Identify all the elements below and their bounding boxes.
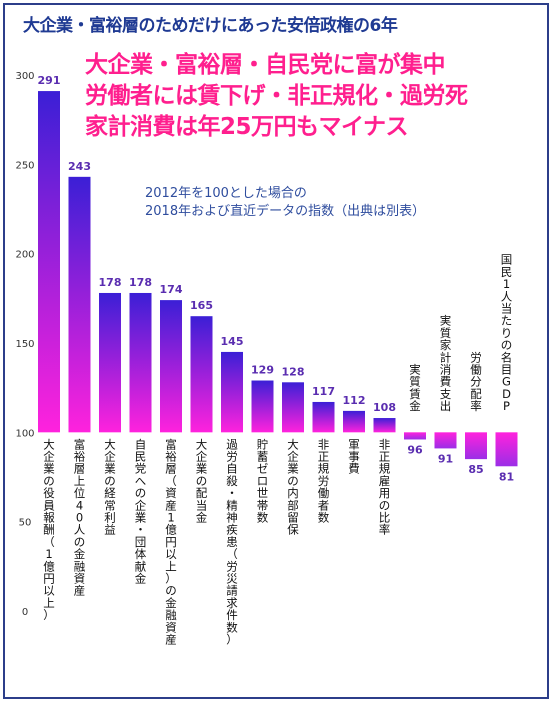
headline-2: 労働者には賃下げ・非正規化・過労死 (85, 83, 468, 109)
value-label-2: 178 (99, 276, 122, 289)
category-label-13: 実質家計消費支出 (440, 314, 452, 413)
category-label-3: 自民党への企業・団体献金 (135, 437, 147, 585)
note-line-1: 2012年を100とした場合の (145, 186, 307, 201)
y-tick-label-2: 100 (15, 428, 34, 439)
bar-3 (129, 292, 152, 433)
bar-1 (68, 176, 91, 433)
value-label-3: 178 (129, 276, 152, 289)
bar-14 (465, 432, 487, 460)
bar-0 (38, 91, 60, 433)
bar-8 (282, 382, 304, 433)
y-tick-label-3: 150 (15, 339, 34, 350)
category-label-8: 大企業の内部留保 (287, 437, 299, 536)
value-label-7: 129 (251, 364, 274, 377)
category-label-12: 実質賃金 (409, 363, 421, 414)
value-label-5: 165 (190, 299, 213, 312)
chart-frame: 大企業・富裕層のためだけにあった安倍政権の6年 大企業・富裕層・自民党に富が集中… (3, 3, 549, 699)
note-line-2: 2018年および直近データの指数（出典は別表） (145, 204, 426, 219)
bar-chart: 0 50 100 150 200 250 300 291 大企業の役員報酬（ 1 億円以上） 243 富… (15, 71, 518, 647)
bar-13 (434, 432, 457, 449)
value-label-8: 128 (282, 365, 305, 378)
value-label-4: 174 (160, 283, 183, 296)
y-tick-label-6: 300 (15, 71, 34, 82)
bar-9 (312, 401, 335, 433)
category-label-1: 富裕層上位 4 0 人の金融資産 (74, 437, 86, 597)
category-label-10: 軍事費 (348, 437, 360, 475)
value-label-15: 81 (499, 470, 514, 483)
value-label-0: 291 (38, 74, 61, 87)
category-label-14: 労働分配率 (470, 350, 482, 413)
bar-10 (343, 410, 365, 433)
category-label-6: 過労自殺・精神疾患（労災請求件数） (226, 437, 238, 646)
category-label-7: 貯蓄ゼロ世帯数 (257, 437, 269, 524)
category-label-2: 大企業の経常利益 (104, 437, 116, 536)
value-label-9: 117 (312, 385, 335, 398)
headline-3: 家計消費は年25万円もマイナス (85, 114, 409, 140)
y-tick-label-5: 250 (15, 160, 34, 171)
value-label-14: 85 (468, 463, 483, 476)
bar-12 (404, 432, 426, 440)
value-label-10: 112 (343, 394, 366, 407)
bar-6 (221, 351, 243, 433)
value-label-1: 243 (68, 160, 91, 173)
category-label-9: 非正規労働者数 (318, 437, 330, 524)
headline-1: 大企業・富裕層・自民党に富が集中 (85, 52, 446, 78)
y-tick-label-4: 200 (15, 250, 34, 261)
bar-4 (160, 300, 182, 433)
value-label-11: 108 (373, 401, 396, 414)
bar-7 (251, 380, 274, 433)
value-label-6: 145 (221, 335, 244, 348)
category-label-15: 国民 1 人当たりの名目 G D P (501, 253, 513, 413)
category-label-0: 大企業の役員報酬（ 1 億円以上） (43, 437, 55, 622)
bar-2 (99, 292, 121, 433)
chart-title: 大企業・富裕層のためだけにあった安倍政権の6年 (23, 16, 398, 36)
y-tick-label-1: 50 (19, 518, 32, 529)
category-label-5: 大企業の配当金 (196, 437, 208, 524)
bar-5 (190, 316, 213, 433)
value-label-12: 96 (407, 443, 423, 456)
bar-11 (373, 418, 396, 433)
bar-15 (495, 432, 518, 467)
y-tick-label-0: 0 (22, 607, 28, 618)
value-label-13: 91 (438, 452, 453, 465)
category-label-11: 非正規雇用の比率 (379, 437, 391, 536)
category-label-4: 富裕層（資産 1 億円以上）の金融資産 (165, 437, 177, 646)
